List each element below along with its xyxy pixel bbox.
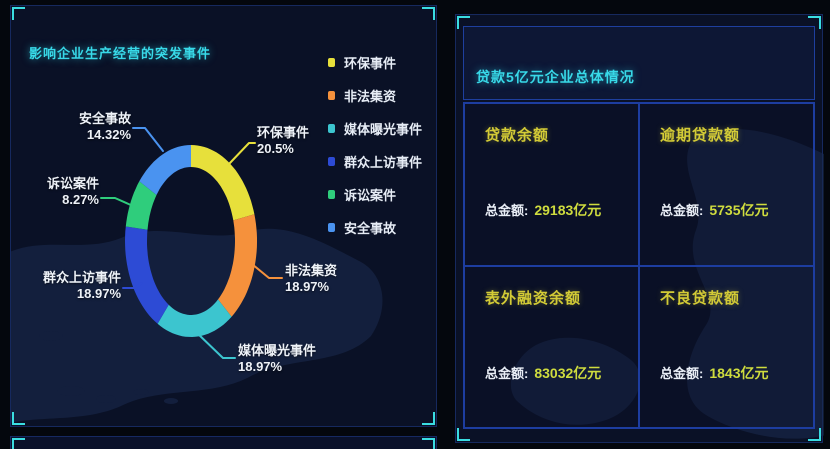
callout-label: 安全事故	[78, 111, 131, 126]
callout-huanbao: 环保事件 20.5%	[257, 125, 309, 157]
kpi-card-loan-balance: 贷款余额 总金额: 29183亿元	[464, 103, 639, 266]
legend-item-huanbao[interactable]: 环保事件	[328, 54, 422, 71]
legend-item-feifa[interactable]: 非法集资	[328, 87, 422, 104]
kpi-grid: 贷款余额 总金额: 29183亿元 逾期贷款额 总金额: 5735亿元 表外融资余额…	[463, 102, 815, 429]
legend-swatch-icon	[328, 156, 335, 166]
callout-anquan: 安全事故 14.32%	[37, 111, 131, 143]
donut-segment[interactable]	[218, 214, 257, 317]
callout-percent: 8.27%	[62, 192, 99, 207]
donut-segment[interactable]	[157, 299, 232, 337]
kpi-card-overdue-loans: 逾期贷款额 总金额: 5735亿元	[639, 103, 814, 266]
callout-percent: 20.5%	[257, 141, 294, 156]
kpi-value-amount: 5735亿元	[709, 202, 769, 218]
bracket-icon	[422, 412, 435, 425]
legend-swatch-icon	[328, 189, 335, 199]
legend-item-qunzhong[interactable]: 群众上访事件	[328, 153, 423, 170]
callout-qunzhong: 群众上访事件 18.97%	[11, 270, 121, 302]
callout-line	[228, 142, 256, 165]
kpi-value-prefix: 总金额:	[660, 203, 704, 218]
legend-label: 环保事件	[344, 55, 397, 71]
callout-line	[195, 331, 236, 359]
bracket-icon	[12, 438, 25, 449]
callout-label: 媒体曝光事件	[238, 343, 317, 358]
loans-panel: 贷款5亿元企业总体情况 贷款余额 总金额: 29183亿元 逾期贷款额 总金额: 5…	[455, 14, 824, 443]
bracket-icon	[457, 428, 470, 441]
kpi-value-prefix: 总金额:	[660, 365, 704, 381]
kpi-card-title: 贷款余额	[485, 127, 550, 144]
kpi-card-offbalance-financing: 表外融资余额 总金额: 83032亿元	[464, 265, 639, 428]
chart-legend: 环保事件 非法集资 媒体曝光事件 群众上访事件 诉讼案件 安全事故	[328, 54, 422, 252]
bracket-icon	[422, 7, 435, 20]
callout-line	[100, 197, 134, 207]
legend-label: 媒体曝光事件	[344, 121, 423, 137]
bracket-icon	[422, 438, 435, 449]
callout-label: 环保事件	[257, 125, 310, 140]
callout-line	[251, 263, 283, 279]
callout-line	[132, 127, 164, 152]
donut-segments[interactable]	[125, 145, 257, 337]
bracket-icon	[808, 428, 821, 441]
callout-percent: 14.32%	[86, 127, 131, 142]
kpi-value-prefix: 总金额:	[485, 365, 529, 381]
callout-meiti: 媒体曝光事件 18.97%	[238, 343, 316, 375]
incidents-panel: 影响企业生产经营的突发事件 环保事件 20.5% 非法集资 18.97% 媒体曝…	[10, 5, 437, 427]
legend-label: 安全事故	[344, 220, 397, 236]
callout-feifa: 非法集资 18.97%	[285, 263, 337, 295]
callout-percent: 18.97%	[76, 286, 121, 301]
callout-label: 非法集资	[285, 263, 338, 278]
legend-item-susong[interactable]: 诉讼案件	[328, 186, 422, 203]
legend-swatch-icon	[328, 222, 335, 232]
kpi-value-amount: 29183亿元	[534, 202, 602, 218]
legend-swatch-icon	[328, 57, 335, 67]
kpi-value-amount: 83032亿元	[534, 364, 602, 381]
kpi-card-nonperforming-loans: 不良贷款额 总金额: 1843亿元	[639, 265, 814, 428]
kpi-card-value: 总金额: 83032亿元	[485, 363, 601, 383]
legend-item-meiti[interactable]: 媒体曝光事件	[328, 120, 423, 137]
legend-label: 群众上访事件	[344, 154, 423, 170]
kpi-card-value: 总金额: 5735亿元	[660, 200, 769, 220]
bracket-icon	[12, 412, 25, 425]
kpi-card-title: 表外融资余额	[485, 289, 582, 307]
legend-item-anquan[interactable]: 安全事故	[328, 219, 422, 236]
donut-segment[interactable]	[191, 145, 255, 221]
bracket-icon	[457, 16, 470, 29]
callout-percent: 18.97%	[285, 279, 330, 294]
donut-segment[interactable]	[125, 181, 157, 230]
legend-swatch-icon	[328, 123, 335, 133]
legend-label: 非法集资	[344, 88, 397, 104]
incidents-panel-title: 影响企业生产经营的突发事件	[29, 45, 212, 61]
kpi-card-value: 总金额: 29183亿元	[485, 200, 601, 220]
donut-segment[interactable]	[139, 145, 191, 195]
callout-percent: 18.97%	[238, 359, 283, 374]
callout-label: 诉讼案件	[46, 176, 99, 191]
kpi-value-prefix: 总金额:	[485, 203, 529, 218]
legend-swatch-icon	[328, 90, 335, 100]
kpi-card-title: 不良贷款额	[660, 289, 741, 307]
next-panel-edge	[10, 436, 437, 449]
kpi-value-amount: 1843亿元	[709, 364, 769, 381]
donut-segment[interactable]	[125, 226, 169, 324]
loans-panel-header: 贷款5亿元企业总体情况	[463, 26, 815, 100]
bracket-icon	[12, 7, 25, 20]
kpi-card-title: 逾期贷款额	[660, 127, 741, 144]
loans-panel-title: 贷款5亿元企业总体情况	[476, 68, 635, 85]
bracket-icon	[808, 16, 821, 29]
callout-label: 群众上访事件	[42, 270, 121, 285]
kpi-card-value: 总金额: 1843亿元	[660, 363, 769, 383]
legend-label: 诉讼案件	[344, 187, 397, 203]
callout-susong: 诉讼案件 8.27%	[27, 176, 99, 208]
